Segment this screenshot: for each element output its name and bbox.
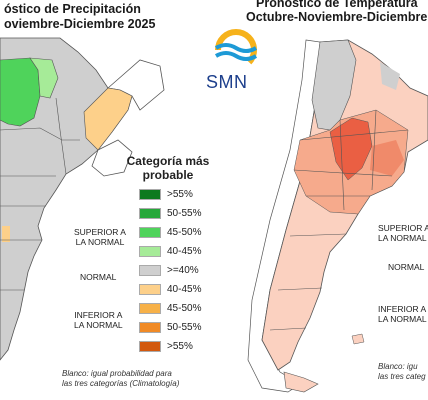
legend-item-label: >55%	[167, 189, 193, 200]
left-footnote: Blanco: igual probabilidad para las tres…	[62, 369, 179, 389]
legend-item-label: >=40%	[167, 265, 199, 276]
left-footnote-line2: las tres categorías (Climatología)	[62, 379, 180, 388]
legend-item-label: 45-50%	[167, 303, 202, 314]
legend-item-label: 50-55%	[167, 208, 202, 219]
temp-tierra-del-fuego	[283, 371, 319, 393]
precipitation-title-line1: óstico de Precipitación	[4, 2, 141, 16]
precip-province-borders	[0, 97, 80, 291]
temp-gray-zone-ne	[380, 62, 400, 90]
temp-salmondark-zone	[370, 140, 404, 176]
right-normal-label: NORMAL	[388, 262, 425, 272]
smn-logo-text: SMN	[206, 72, 248, 92]
legend-swatch	[139, 246, 161, 257]
right-superior-line1: SUPERIOR A	[378, 223, 428, 233]
left-footnote-line1: Blanco: igual probabilidad para	[62, 369, 172, 378]
left-inferior-line1: INFERIOR A	[74, 310, 123, 320]
legend-item-label: 40-45%	[167, 246, 202, 257]
right-inferior-line2: LA NORMAL	[378, 314, 427, 324]
left-superior-label: SUPERIOR A LA NORMAL	[74, 227, 126, 247]
left-superior-line1: SUPERIOR A	[74, 227, 126, 237]
legend-swatch	[139, 284, 161, 295]
precip-orange-zone	[83, 87, 133, 151]
legend-title-line2: probable	[142, 168, 194, 182]
precip-neighbour-uruguay	[91, 139, 133, 177]
precip-green-zone	[0, 57, 41, 127]
right-inferior-label: INFERIOR A LA NORMAL	[378, 304, 427, 324]
left-superior-line2: LA NORMAL	[75, 237, 125, 247]
legend-swatch	[139, 227, 161, 238]
legend-item-label: 50-55%	[167, 322, 202, 333]
precipitation-title-line2: oviembre-Diciembre 2025	[4, 17, 156, 31]
temp-malvinas	[351, 333, 365, 345]
legend-swatch	[139, 322, 161, 333]
right-footnote-line2: las tres categ	[378, 372, 426, 381]
legend-swatch	[139, 341, 161, 352]
right-footnote-line1: Blanco: igu	[378, 362, 418, 371]
right-superior-label: SUPERIOR A LA NORMAL	[378, 223, 428, 243]
legend-swatch	[139, 208, 161, 219]
temperature-title-line2: Octubre-Noviembre-Diciembre	[246, 10, 428, 24]
legend-swatch	[139, 189, 161, 200]
left-inferior-line2: LA NORMAL	[74, 320, 123, 330]
temp-province-borders	[269, 109, 409, 331]
legend-swatch	[139, 265, 161, 276]
temperature-title-line1: Pronóstico de Temperatura	[256, 0, 418, 10]
precipitation-map	[0, 37, 165, 361]
legend-item-label: 40-45%	[167, 284, 202, 295]
left-normal-label: NORMAL	[80, 272, 117, 282]
temperature-map	[247, 39, 428, 393]
smn-logo-icon	[214, 29, 258, 71]
legend-swatch	[139, 303, 161, 314]
legend-item-label: 45-50%	[167, 227, 202, 238]
precip-orange-spot	[2, 226, 10, 242]
precip-lightgreen-zone	[29, 57, 59, 99]
right-inferior-line1: INFERIOR A	[378, 304, 427, 314]
legend-title: Categoría más probable	[118, 154, 218, 182]
right-footnote: Blanco: igu las tres categ	[378, 362, 426, 382]
legend-title-line1: Categoría más	[126, 154, 210, 168]
right-superior-line2: LA NORMAL	[378, 233, 427, 243]
left-inferior-label: INFERIOR A LA NORMAL	[74, 310, 123, 330]
legend-item-label: >55%	[167, 341, 193, 352]
